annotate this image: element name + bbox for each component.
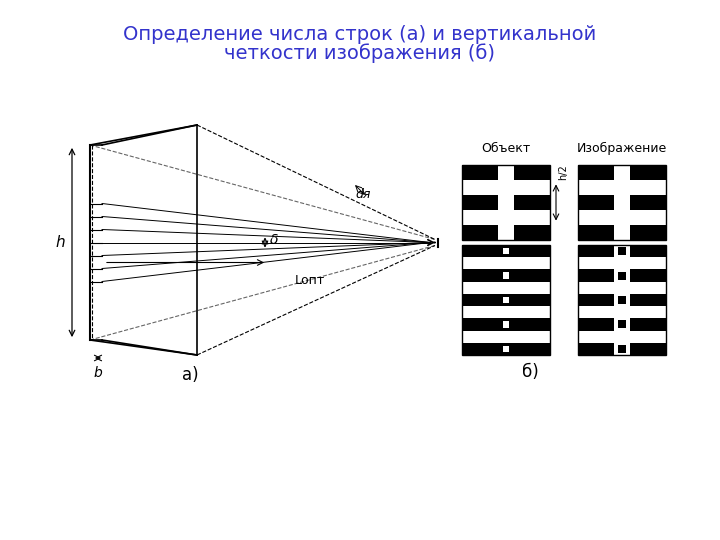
- Bar: [462, 257, 550, 269]
- Bar: [578, 330, 666, 343]
- Bar: [578, 257, 666, 269]
- Text: δ: δ: [270, 233, 279, 246]
- Bar: [578, 343, 666, 355]
- Bar: [462, 195, 550, 210]
- Bar: [578, 319, 666, 330]
- Text: h/2: h/2: [558, 164, 568, 179]
- Bar: [462, 245, 550, 355]
- Text: Lопт: Lопт: [295, 274, 325, 287]
- Text: Объект: Объект: [482, 142, 531, 155]
- Bar: [618, 320, 626, 328]
- Bar: [462, 282, 550, 294]
- Bar: [498, 165, 514, 180]
- Bar: [462, 180, 550, 195]
- Bar: [503, 296, 509, 303]
- Bar: [578, 225, 666, 240]
- Bar: [503, 248, 509, 254]
- Bar: [498, 225, 514, 240]
- Bar: [614, 165, 630, 180]
- Bar: [503, 272, 509, 279]
- Bar: [462, 294, 550, 306]
- Bar: [462, 245, 550, 257]
- Text: Определение числа строк (а) и вертикальной: Определение числа строк (а) и вертикальн…: [123, 25, 597, 44]
- Bar: [578, 245, 666, 355]
- Bar: [462, 319, 550, 330]
- Bar: [462, 165, 550, 180]
- Bar: [578, 269, 666, 282]
- Bar: [618, 247, 626, 255]
- Bar: [578, 180, 666, 195]
- Bar: [614, 195, 630, 210]
- Bar: [578, 195, 666, 210]
- Text: четкости изображения (б): четкости изображения (б): [225, 43, 495, 63]
- Bar: [462, 343, 550, 355]
- Bar: [578, 245, 666, 257]
- Bar: [578, 210, 666, 225]
- Bar: [618, 296, 626, 304]
- Text: а): а): [181, 366, 198, 384]
- Bar: [614, 245, 630, 355]
- Bar: [462, 306, 550, 319]
- Bar: [578, 306, 666, 319]
- Bar: [498, 195, 514, 210]
- Bar: [462, 330, 550, 343]
- Text: h: h: [55, 235, 65, 250]
- Bar: [618, 272, 626, 280]
- Bar: [578, 294, 666, 306]
- Bar: [503, 321, 509, 328]
- Text: dя: dя: [355, 188, 370, 201]
- Bar: [618, 345, 626, 353]
- Bar: [462, 225, 550, 240]
- Bar: [578, 165, 666, 240]
- Text: б): б): [521, 363, 539, 381]
- Bar: [462, 165, 550, 240]
- Bar: [578, 165, 666, 180]
- Text: b: b: [94, 366, 102, 380]
- Bar: [503, 346, 509, 352]
- Bar: [614, 225, 630, 240]
- Bar: [578, 282, 666, 294]
- Text: Изображение: Изображение: [577, 142, 667, 155]
- Bar: [462, 210, 550, 225]
- Bar: [462, 269, 550, 282]
